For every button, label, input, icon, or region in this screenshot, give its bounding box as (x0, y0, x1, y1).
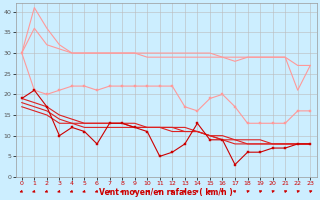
X-axis label: Vent moyen/en rafales ( km/h ): Vent moyen/en rafales ( km/h ) (99, 188, 233, 197)
